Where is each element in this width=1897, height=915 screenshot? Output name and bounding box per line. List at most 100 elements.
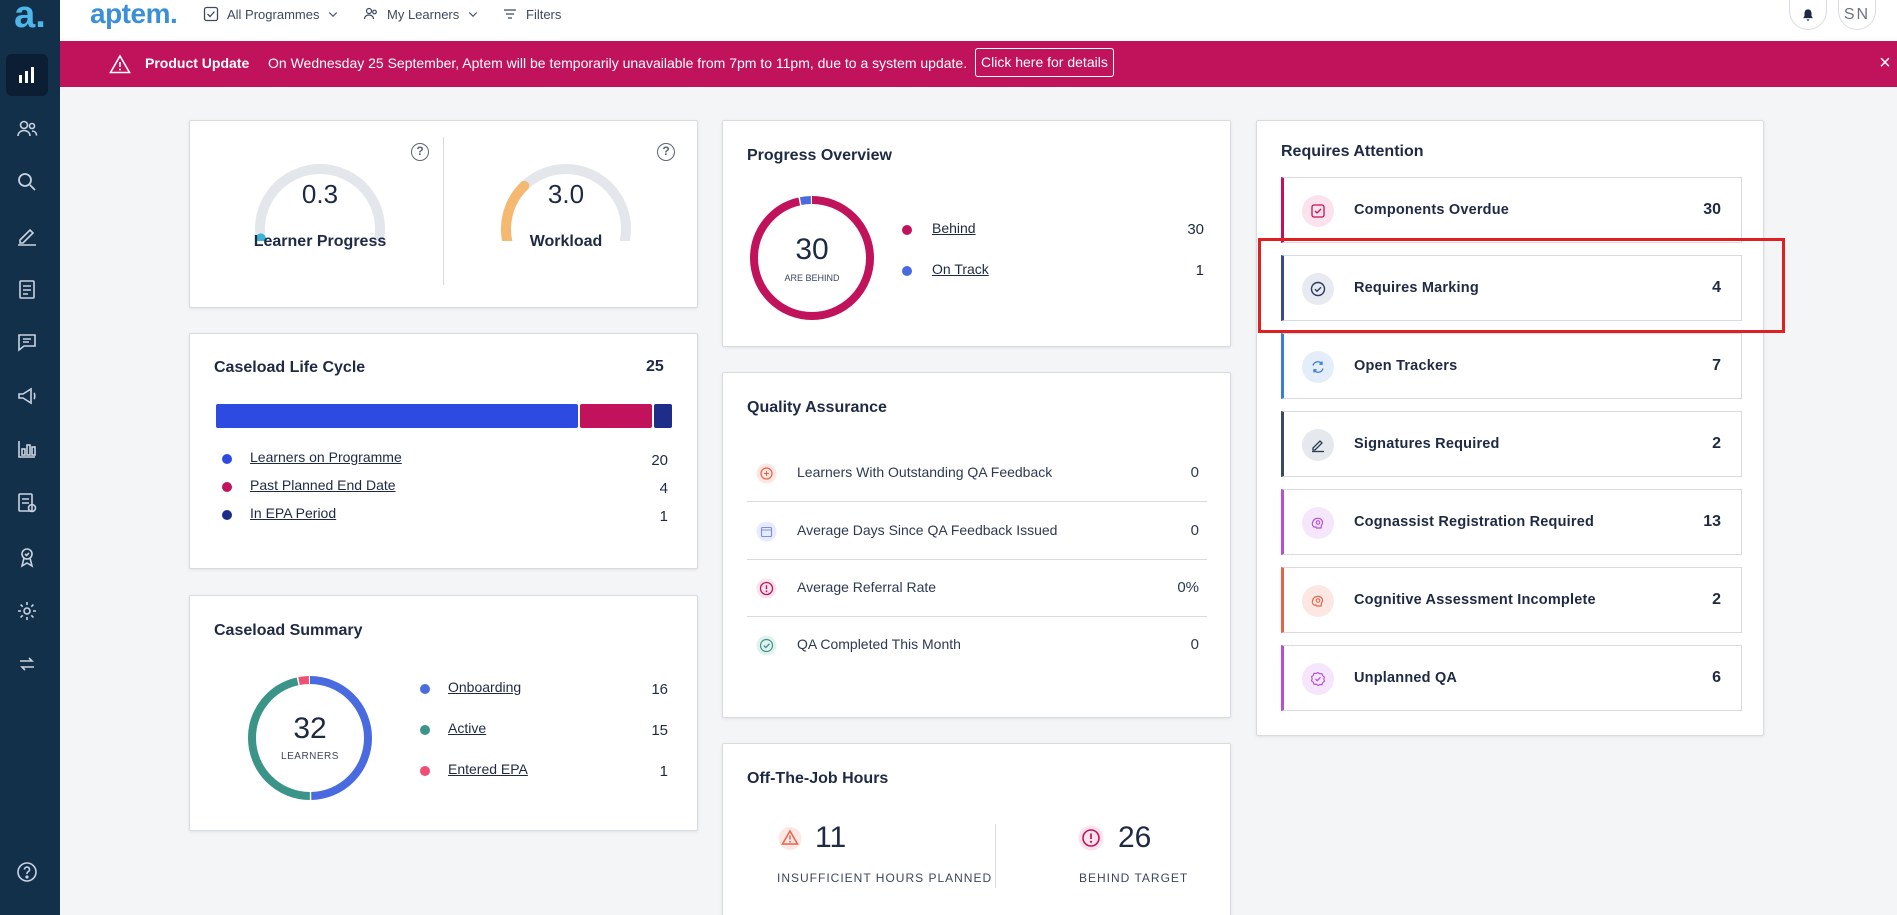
legend-onboarding-label[interactable]: Onboarding bbox=[448, 679, 522, 695]
lifecycle-bar-segment bbox=[653, 404, 672, 428]
learner-progress-gauge: 0.3 Learner Progress bbox=[240, 141, 400, 261]
legend-dot bbox=[902, 266, 912, 276]
app-logo[interactable]: a. bbox=[14, 0, 46, 36]
legend-entered-epa-label[interactable]: Entered EPA bbox=[448, 761, 528, 777]
brain-gear-icon bbox=[1302, 585, 1334, 617]
caseload-summary-center-label: LEARNERS bbox=[281, 751, 339, 762]
legend-dot bbox=[420, 766, 430, 776]
workload-value: 3.0 bbox=[547, 179, 585, 209]
warning-icon bbox=[109, 54, 131, 74]
attention-item-requires-marking[interactable]: Requires Marking 4 bbox=[1281, 255, 1742, 321]
legend-entered-epa[interactable]: Entered EPA 1 bbox=[420, 761, 672, 781]
filters-button[interactable]: Filters bbox=[502, 4, 561, 24]
qa-row-completed-month[interactable]: QA Completed This Month 0 bbox=[747, 617, 1207, 674]
qa-row-average-days[interactable]: Average Days Since QA Feedback Issued 0 bbox=[747, 503, 1207, 560]
filters-label: Filters bbox=[526, 6, 562, 22]
attention-item-open-trackers[interactable]: Open Trackers 7 bbox=[1281, 333, 1742, 399]
qa-row-outstanding-feedback[interactable]: Learners With Outstanding QA Feedback 0 bbox=[747, 445, 1207, 502]
alert-icon bbox=[1078, 825, 1104, 851]
legend-epa-period-label[interactable]: In EPA Period bbox=[250, 505, 337, 521]
user-avatar[interactable]: SN bbox=[1838, 0, 1876, 30]
legend-past-end-date[interactable]: Past Planned End Date 4 bbox=[222, 477, 672, 497]
analytics-nav-icon[interactable] bbox=[6, 428, 48, 470]
attention-item-cognitive-assessment[interactable]: Cognitive Assessment Incomplete 2 bbox=[1281, 567, 1742, 633]
legend-dot bbox=[420, 725, 430, 735]
legend-behind[interactable]: Behind 30 bbox=[902, 220, 1207, 240]
insufficient-hours-label: INSUFFICIENT HOURS PLANNED bbox=[777, 871, 993, 885]
attention-item-cognassist-registration[interactable]: Cognassist Registration Required 13 bbox=[1281, 489, 1742, 555]
achievements-nav-icon[interactable] bbox=[6, 536, 48, 578]
attention-value: 2 bbox=[1712, 591, 1721, 608]
announcements-nav-icon[interactable] bbox=[6, 375, 48, 417]
requires-attention-title: Requires Attention bbox=[1281, 143, 1424, 160]
marking-nav-icon[interactable] bbox=[6, 215, 48, 257]
legend-active-value: 15 bbox=[651, 722, 668, 739]
attention-value: 4 bbox=[1712, 279, 1721, 296]
messages-nav-icon[interactable] bbox=[6, 321, 48, 363]
warning-icon bbox=[778, 827, 802, 850]
legend-active-label[interactable]: Active bbox=[448, 720, 487, 736]
legend-onboarding[interactable]: Onboarding 16 bbox=[420, 679, 672, 699]
learner-progress-label: Learner Progress bbox=[253, 233, 387, 250]
behind-target-value: 26 bbox=[1118, 821, 1152, 854]
product-update-banner: Product Update On Wednesday 25 September… bbox=[60, 41, 1897, 87]
attention-label: Cognitive Assessment Incomplete bbox=[1354, 592, 1596, 608]
legend-dot bbox=[902, 225, 912, 235]
gauges-card: 0.3 Learner Progress ? 3.0 Workload ? bbox=[189, 120, 698, 308]
off-the-job-card: Off-The-Job Hours 11 INSUFFICIENT HOURS … bbox=[722, 743, 1231, 915]
programmes-dropdown[interactable]: All Programmes bbox=[203, 4, 339, 24]
legend-on-track-label[interactable]: On Track bbox=[932, 261, 989, 277]
chevron-down-icon bbox=[329, 12, 338, 18]
bell-icon bbox=[1803, 8, 1813, 21]
help-nav-icon[interactable] bbox=[6, 851, 48, 893]
legend-active[interactable]: Active 15 bbox=[420, 720, 672, 740]
workload-gauge-arc bbox=[501, 164, 631, 241]
notifications-button[interactable] bbox=[1789, 0, 1827, 30]
qa-value: 0 bbox=[1190, 464, 1199, 481]
attention-item-signatures[interactable]: Signatures Required 2 bbox=[1281, 411, 1742, 477]
progress-overview-center-label: ARE BEHIND bbox=[784, 273, 840, 283]
attention-value: 2 bbox=[1712, 435, 1721, 452]
settings-nav-icon[interactable] bbox=[6, 590, 48, 632]
dashboard-nav-icon[interactable] bbox=[6, 54, 48, 96]
banner-details-button[interactable]: Click here for details bbox=[975, 48, 1114, 77]
legend-onboarding-value: 16 bbox=[651, 681, 668, 698]
qa-row-referral-rate[interactable]: Average Referral Rate 0% bbox=[747, 560, 1207, 617]
legend-on-track-value: 1 bbox=[1195, 262, 1204, 279]
sync-nav-icon[interactable] bbox=[6, 643, 48, 685]
documents-nav-icon[interactable] bbox=[6, 482, 48, 524]
chevron-down-icon bbox=[469, 12, 478, 18]
legend-entered-epa-value: 1 bbox=[659, 763, 668, 780]
insufficient-hours-value: 11 bbox=[815, 821, 847, 854]
progress-overview-center-value: 30 bbox=[795, 233, 829, 266]
caseload-lifecycle-title: Caseload Life Cycle bbox=[214, 359, 366, 376]
legend-on-programme[interactable]: Learners on Programme 20 bbox=[222, 449, 672, 469]
legend-behind-label[interactable]: Behind bbox=[932, 220, 976, 236]
brand-name[interactable]: aptem. bbox=[90, 0, 178, 29]
help-icon[interactable]: ? bbox=[411, 143, 429, 161]
learners-nav-icon[interactable] bbox=[6, 108, 48, 150]
caseload-summary-card: Caseload Summary 32 LEARNERS Onboarding … bbox=[189, 595, 698, 831]
legend-on-programme-label[interactable]: Learners on Programme bbox=[250, 449, 402, 465]
qa-label: Average Referral Rate bbox=[797, 579, 937, 595]
learner-progress-value: 0.3 bbox=[301, 179, 339, 209]
refresh-icon bbox=[1302, 351, 1334, 383]
search-nav-icon[interactable] bbox=[6, 161, 48, 203]
attention-item-unplanned-qa[interactable]: Unplanned QA 6 bbox=[1281, 645, 1742, 711]
attention-label: Components Overdue bbox=[1354, 202, 1510, 218]
reports-nav-icon[interactable] bbox=[6, 268, 48, 310]
attention-label: Signatures Required bbox=[1354, 436, 1500, 452]
legend-on-track[interactable]: On Track 1 bbox=[902, 261, 1207, 281]
close-icon[interactable]: × bbox=[1879, 52, 1891, 74]
quality-assurance-card: Quality Assurance Learners With Outstand… bbox=[722, 372, 1231, 718]
legend-past-end-date-label[interactable]: Past Planned End Date bbox=[250, 477, 396, 493]
banner-message: On Wednesday 25 September, Aptem will be… bbox=[268, 55, 968, 71]
progress-overview-donut bbox=[750, 196, 874, 320]
help-icon[interactable]: ? bbox=[657, 143, 675, 161]
gauge-track bbox=[255, 164, 385, 241]
legend-dot bbox=[222, 510, 232, 520]
legend-epa-period[interactable]: In EPA Period 1 bbox=[222, 505, 672, 525]
requires-attention-card: Requires Attention Components Overdue 30… bbox=[1256, 120, 1764, 736]
attention-item-components-overdue[interactable]: Components Overdue 30 bbox=[1281, 177, 1742, 243]
learners-dropdown[interactable]: My Learners bbox=[363, 4, 479, 24]
